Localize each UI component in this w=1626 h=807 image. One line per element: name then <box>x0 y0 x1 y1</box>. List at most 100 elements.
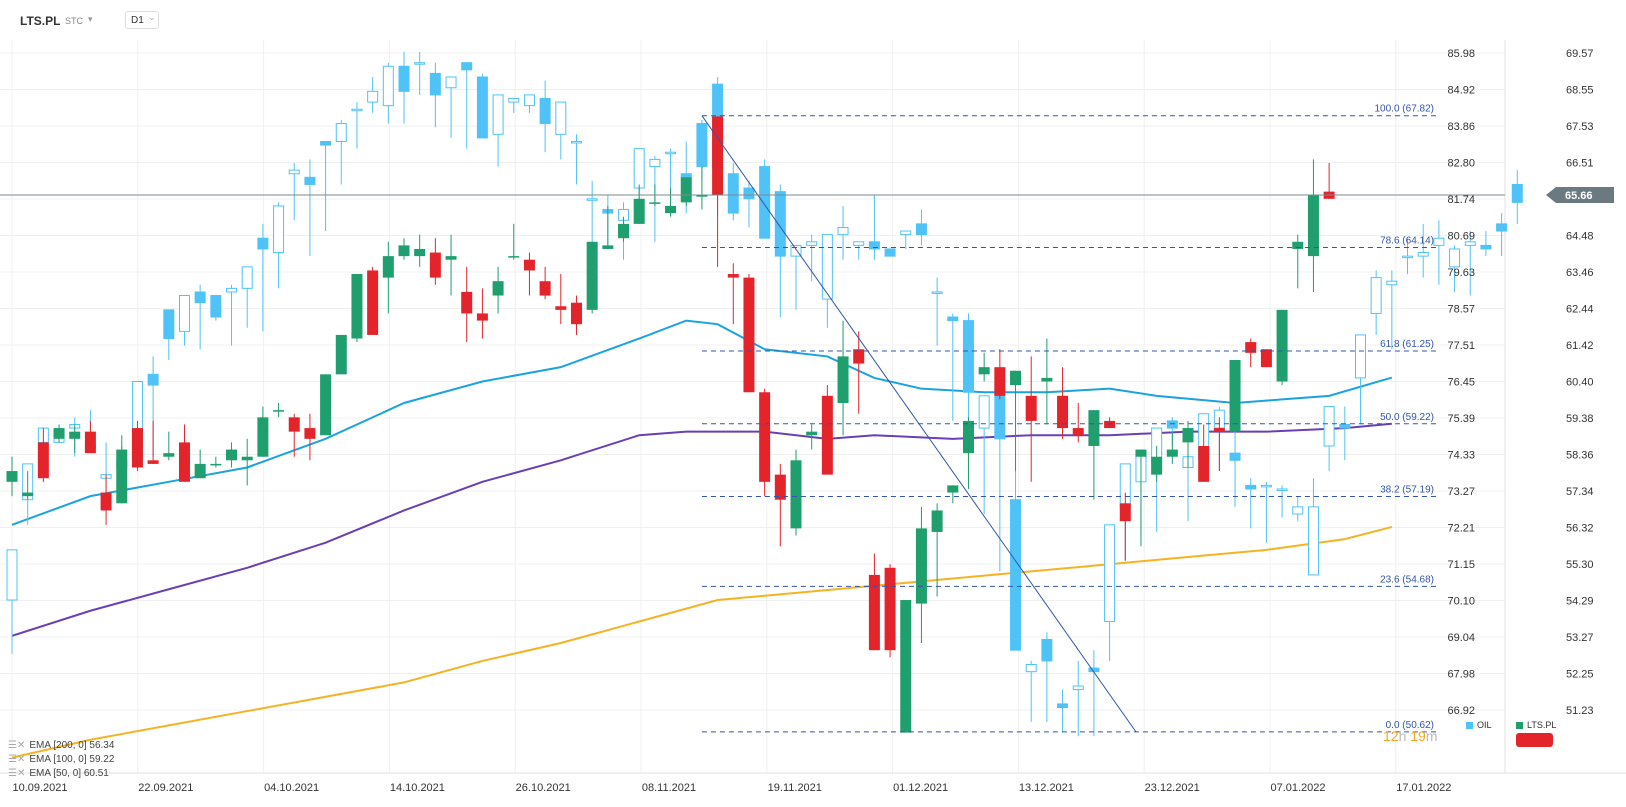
indicator-settings-icon[interactable]: ☰✕ <box>8 768 26 779</box>
lts-candle <box>931 510 943 532</box>
lts-candle <box>304 428 316 439</box>
oil-candle <box>1354 334 1366 379</box>
oil-candle <box>1025 664 1037 673</box>
lts-candle <box>1025 395 1037 421</box>
lts-candle <box>100 492 112 511</box>
lts-candle <box>978 367 990 375</box>
oil-candle <box>476 76 488 139</box>
lts-candle <box>994 367 1006 396</box>
indicator-row[interactable]: ☰✕ EMA [100, 0] 59.22 <box>8 754 114 765</box>
compare-axis-tick: 59.38 <box>1566 413 1594 425</box>
price-axis-tick: 79.63 <box>1447 267 1475 279</box>
lts-candle <box>414 248 426 257</box>
price-axis-tick: 71.15 <box>1447 559 1475 571</box>
oil-candle <box>743 187 755 200</box>
indicator-row[interactable]: ☰✕ EMA [200, 0] 56.34 <box>8 740 114 751</box>
chart-header: LTS.PL STC ▾ D1 ⌄ <box>0 0 1626 40</box>
oil-candle <box>790 244 802 257</box>
oil-candle <box>241 266 253 289</box>
oil-candle <box>461 62 473 71</box>
oil-candle <box>6 549 18 601</box>
lts-candle <box>257 417 269 457</box>
lts-candle <box>1072 428 1084 436</box>
chevron-down-icon[interactable]: ▾ <box>88 14 93 24</box>
lts-candle <box>633 198 645 224</box>
oil-candle <box>1041 638 1053 662</box>
lts-candle <box>22 492 34 497</box>
oil-candle <box>1292 506 1304 515</box>
legend-item-lts[interactable]: LTS.PL <box>1516 720 1556 730</box>
oil-candle <box>1339 423 1351 429</box>
oil-candle <box>539 97 551 125</box>
lts-candle <box>837 356 849 403</box>
indicator-row[interactable]: ☰✕ EMA [50, 0] 60.51 <box>8 768 109 779</box>
oil-candle <box>367 90 379 103</box>
oil-candle <box>210 295 222 318</box>
oil-candle <box>586 198 598 201</box>
price-axis-tick: 72.21 <box>1447 523 1475 535</box>
lts-candle <box>759 392 771 482</box>
oil-candle <box>257 237 269 250</box>
lts-candle <box>743 277 755 393</box>
source-label[interactable]: STC <box>65 16 83 26</box>
compare-axis-tick: 68.55 <box>1566 85 1594 97</box>
oil-candle <box>320 140 332 146</box>
price-axis-tick: 75.39 <box>1447 413 1475 425</box>
date-axis-tick: 01.12.2021 <box>893 782 948 794</box>
oil-candle <box>414 62 426 65</box>
oil-candle <box>1166 420 1178 429</box>
indicator-settings-icon[interactable]: ☰✕ <box>8 740 26 751</box>
lts-candle <box>37 442 49 479</box>
price-axis-tick: 81.74 <box>1447 194 1475 206</box>
legend-color-button[interactable] <box>1516 733 1553 747</box>
lts-candle <box>821 395 833 475</box>
lts-candle <box>382 256 394 278</box>
lts-candle <box>241 456 253 461</box>
compare-axis-tick: 69.57 <box>1566 48 1594 60</box>
fib-level-label: 78.6 (64.14) <box>1380 236 1434 247</box>
symbol-label[interactable]: LTS.PL <box>20 14 61 28</box>
lts-candle <box>1166 449 1178 457</box>
lts-candle <box>53 428 65 439</box>
lts-candle <box>508 256 520 258</box>
indicator-settings-icon[interactable]: ☰✕ <box>8 754 26 765</box>
lts-candle <box>335 334 347 375</box>
oil-candle <box>335 123 347 142</box>
oil-candle <box>1433 237 1445 246</box>
oil-candle <box>806 241 818 246</box>
oil-candle <box>1010 499 1022 651</box>
oil-candle <box>1088 667 1100 673</box>
date-axis-tick: 17.01.2022 <box>1396 782 1451 794</box>
lts-candle <box>1104 420 1116 429</box>
lts-candle <box>680 177 692 203</box>
lts-candle <box>962 420 974 454</box>
oil-candle <box>931 291 943 294</box>
oil-candle <box>147 373 159 386</box>
oil-candle <box>962 320 974 393</box>
date-axis-tick: 13.12.2021 <box>1019 782 1074 794</box>
date-axis-tick: 07.01.2022 <box>1270 782 1325 794</box>
oil-candle <box>288 169 300 175</box>
compare-axis-tick: 57.34 <box>1566 486 1594 498</box>
fib-level-label: 61.8 (61.25) <box>1380 339 1434 350</box>
compare-axis-tick: 67.53 <box>1566 121 1594 133</box>
timeframe-select[interactable]: D1 <box>125 11 159 29</box>
chevron-down-icon[interactable]: ⌄ <box>148 12 156 22</box>
price-axis-tick: 74.33 <box>1447 450 1475 462</box>
lts-candle <box>320 374 332 436</box>
lts-candle <box>1292 241 1304 249</box>
ema-50-line <box>11 319 1393 526</box>
price-axis-tick: 76.45 <box>1447 377 1475 389</box>
legend-label: LTS.PL <box>1527 720 1557 730</box>
indicator-label: EMA [50, 0] 60.51 <box>29 768 109 779</box>
indicator-label: EMA [100, 0] 59.22 <box>29 754 115 765</box>
fib-level-label: 50.0 (59.22) <box>1380 412 1434 423</box>
oil-candle <box>1464 241 1476 246</box>
legend-item-oil[interactable]: OIL <box>1466 720 1492 730</box>
lts-candle <box>586 241 598 310</box>
compare-axis-tick: 61.42 <box>1566 340 1594 352</box>
legend-swatch <box>1466 722 1473 730</box>
lts-candle <box>1135 449 1147 457</box>
lts-candle <box>774 474 786 500</box>
